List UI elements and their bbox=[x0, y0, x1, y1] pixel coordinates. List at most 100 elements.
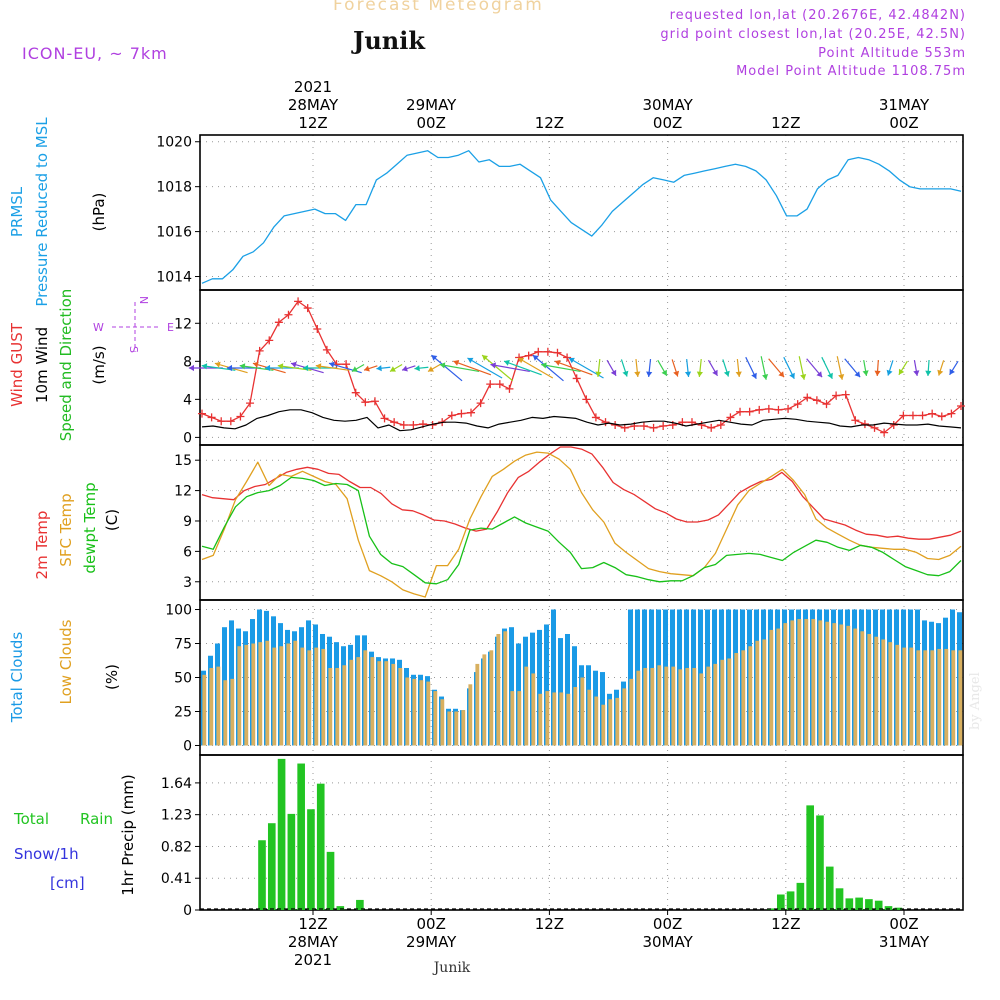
low-cloud-bar bbox=[489, 650, 494, 746]
precip-bar bbox=[307, 809, 315, 910]
clouds-unit-label: (%) bbox=[103, 664, 121, 690]
gust-marker bbox=[803, 393, 812, 402]
wind-arrow-head bbox=[290, 361, 297, 368]
point-altitude: Point Altitude 553m bbox=[818, 46, 966, 61]
low-cloud-bar bbox=[769, 629, 774, 746]
panel-pressure: 1014 1016 1018 1020 bbox=[156, 134, 964, 291]
y-tick-label: 4 bbox=[183, 392, 192, 408]
low-cloud-bar bbox=[461, 710, 466, 746]
precip-bar bbox=[865, 899, 873, 910]
low-cloud-bar bbox=[265, 640, 270, 746]
precip-bar bbox=[776, 894, 785, 910]
wind-arrow-head bbox=[646, 371, 653, 377]
forecast-title: Forecast Meteogram bbox=[333, 0, 544, 15]
wind-arrow-head bbox=[389, 366, 396, 372]
wind-label: 10m Wind bbox=[33, 327, 51, 403]
wind-arrow-head bbox=[610, 369, 617, 376]
y-tick-label: 9 bbox=[183, 514, 192, 530]
low-cloud-bar bbox=[839, 624, 844, 746]
low-cloud-bar bbox=[559, 692, 564, 746]
gust-marker bbox=[563, 353, 572, 362]
wind-arrow-head bbox=[898, 368, 905, 375]
gust-marker bbox=[399, 421, 408, 430]
low-cloud-bar bbox=[671, 666, 676, 746]
low-cloud-bar bbox=[720, 659, 725, 746]
low-cloud-bar bbox=[538, 693, 543, 746]
wind-arrow-head bbox=[735, 371, 742, 377]
gust-marker bbox=[361, 398, 370, 407]
wind-arrow-head bbox=[554, 359, 561, 366]
y-tick-label: 0.41 bbox=[161, 871, 192, 887]
wind-arrow-head bbox=[252, 361, 259, 368]
low-cloud-bar bbox=[629, 678, 634, 746]
y-tick-label: 1.23 bbox=[161, 808, 192, 824]
low-cloud-bar bbox=[566, 693, 571, 746]
gust-marker bbox=[841, 390, 850, 399]
y-tick-label: 0 bbox=[183, 903, 192, 919]
low-cloud-bar bbox=[342, 665, 347, 746]
wind-arrow bbox=[315, 365, 350, 371]
wind-arrow-head bbox=[439, 362, 446, 369]
wind-dir-label: Speed and Direction bbox=[57, 289, 75, 442]
wind-arrow-head bbox=[482, 355, 489, 361]
y-tick-label: 15 bbox=[174, 453, 192, 469]
low-cloud-bar bbox=[531, 673, 536, 746]
low-cloud-bar bbox=[454, 711, 459, 746]
precip-snow-unit-label: [cm] bbox=[50, 874, 85, 892]
precip-snow-label: Snow/1h bbox=[14, 845, 79, 863]
y-tick-label: 25 bbox=[174, 704, 192, 720]
gust-marker bbox=[957, 402, 965, 411]
y-tick-label: 1.64 bbox=[161, 776, 192, 792]
wind-arrow-head bbox=[453, 359, 460, 366]
low-cloud-bar bbox=[363, 650, 368, 746]
time-label-bottom: 30MAY bbox=[642, 933, 693, 951]
time-label-bottom: 29MAY bbox=[406, 933, 457, 951]
precip-bar bbox=[297, 763, 305, 910]
gust-marker bbox=[265, 336, 274, 345]
gust-marker bbox=[707, 423, 716, 432]
low-cloud-bar bbox=[370, 657, 375, 746]
wind-arrow-head bbox=[467, 357, 474, 364]
gust-marker bbox=[342, 360, 351, 369]
time-label-bottom: 00Z bbox=[417, 915, 446, 933]
total-cloud-bar bbox=[537, 629, 542, 746]
low-cloud-bar bbox=[818, 620, 823, 746]
time-label-bottom: 2021 bbox=[294, 951, 332, 969]
gust-marker bbox=[774, 405, 783, 414]
low-cloud-bar bbox=[601, 704, 606, 746]
watermark-credit: by Angel bbox=[968, 672, 983, 730]
time-label-top: 12Z bbox=[771, 114, 800, 132]
low-cloud-bar bbox=[230, 678, 235, 746]
low-cloud-bar bbox=[545, 691, 550, 746]
low-cloud-bar bbox=[797, 619, 802, 746]
total-cloud-bar bbox=[565, 633, 570, 746]
gust-marker bbox=[649, 423, 658, 432]
gust-marker bbox=[659, 421, 668, 430]
gust-marker bbox=[793, 400, 802, 409]
y-tick-label: 0 bbox=[183, 430, 192, 446]
low-cloud-bar bbox=[419, 680, 424, 746]
low-cloud-bar bbox=[426, 681, 431, 746]
low-cloud-bar bbox=[279, 646, 284, 746]
gust-marker bbox=[726, 413, 735, 422]
low-cloud-bar bbox=[237, 646, 242, 746]
wind-arrow-head bbox=[751, 372, 757, 379]
gust-marker bbox=[380, 414, 389, 423]
time-label-bottom: 00Z bbox=[653, 915, 682, 933]
wind-arrow-head bbox=[504, 359, 510, 366]
footer-station: Junik bbox=[432, 960, 471, 976]
wind-arrow-head bbox=[661, 369, 667, 376]
gust-marker bbox=[505, 384, 514, 393]
pressure-unit-label: (hPa) bbox=[90, 193, 108, 232]
low-cloud-bar bbox=[384, 661, 389, 746]
low-cloud-bar bbox=[300, 647, 305, 746]
y-tick-label: 75 bbox=[174, 637, 192, 653]
gust-marker bbox=[390, 418, 399, 427]
wind-arrow-head bbox=[838, 374, 845, 380]
wind-arrow bbox=[481, 354, 514, 382]
low-cloud-bar bbox=[874, 636, 879, 746]
wind-arrow-head bbox=[302, 364, 309, 372]
wind-arrow bbox=[439, 363, 480, 373]
total-cloud-bar bbox=[558, 638, 563, 746]
wind-arrow-head bbox=[762, 374, 769, 380]
